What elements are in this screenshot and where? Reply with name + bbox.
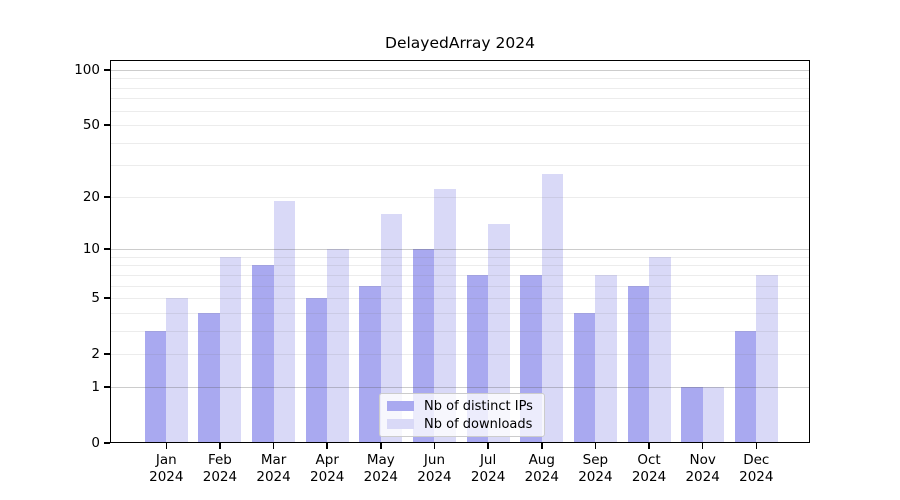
- gridline-minor: [110, 354, 810, 356]
- x-tick-label: Apr 2024: [310, 452, 345, 485]
- y-tick-label: 10: [82, 241, 100, 258]
- gridline-minor: [110, 98, 810, 100]
- bar-downloads: [756, 274, 778, 443]
- gridline-minor: [110, 110, 810, 112]
- x-tick-label: Oct 2024: [631, 452, 667, 485]
- gridline-minor: [110, 312, 810, 314]
- legend-swatch-downloads-icon: [387, 419, 414, 429]
- x-tick-mark: [326, 443, 328, 449]
- bar-downloads: [219, 256, 242, 443]
- bar-downloads: [273, 200, 296, 443]
- y-tick-label: 1: [91, 378, 100, 395]
- bar-downloads: [327, 249, 349, 443]
- y-tick-label: 50: [82, 117, 100, 134]
- x-tick-mark: [487, 443, 489, 449]
- bar-distinct-ips: [359, 285, 381, 443]
- x-tick-mark: [380, 443, 382, 449]
- y-tick-label: 0: [91, 435, 100, 451]
- x-tick-label: Sep 2024: [578, 452, 613, 485]
- x-tick-label: Nov 2024: [685, 452, 720, 485]
- x-tick-label: Dec 2024: [739, 452, 774, 485]
- bar-distinct-ips: [252, 265, 274, 443]
- bar-distinct-ips: [144, 330, 167, 443]
- bar-downloads: [488, 224, 510, 443]
- bar-distinct-ips: [681, 386, 703, 443]
- x-tick-mark: [433, 443, 436, 449]
- bar-downloads: [702, 386, 725, 443]
- legend-label-downloads: Nb of downloads: [424, 416, 533, 432]
- y-tick-mark: [104, 69, 110, 71]
- legend-item-distinct-ips: Nb of distinct IPs: [387, 399, 536, 414]
- x-tick-mark: [272, 443, 275, 449]
- bar-downloads: [434, 189, 456, 443]
- gridline-minor: [110, 196, 810, 198]
- y-tick-mark: [104, 297, 110, 299]
- bar-downloads: [166, 298, 188, 443]
- y-tick-mark: [104, 353, 110, 355]
- y-tick-label: 2: [91, 346, 100, 363]
- gridline-major: [110, 69, 810, 71]
- chart-title: DelayedArray 2024: [385, 34, 535, 52]
- bar-distinct-ips: [627, 285, 650, 443]
- x-tick-label: Jun 2024: [417, 452, 452, 485]
- y-tick-mark: [104, 386, 110, 388]
- gridline-minor: [110, 165, 810, 167]
- gridline-minor: [110, 285, 810, 287]
- legend-item-downloads: Nb of downloads: [387, 417, 536, 432]
- gridline-minor: [110, 78, 810, 80]
- gridline-minor: [110, 265, 810, 267]
- legend: Nb of distinct IPs Nb of downloads: [379, 393, 545, 437]
- gridline-major: [110, 249, 810, 251]
- x-tick-mark: [594, 443, 597, 449]
- gridline-minor: [110, 125, 810, 127]
- gridline-minor: [110, 298, 810, 300]
- x-tick-mark: [165, 443, 168, 449]
- gridline-minor: [110, 87, 810, 89]
- bar-downloads: [595, 274, 617, 443]
- x-tick-label: Aug 2024: [524, 452, 559, 485]
- bar-distinct-ips: [198, 312, 220, 443]
- gridline-major: [110, 386, 810, 388]
- gridline-minor: [110, 142, 810, 144]
- x-tick-label: Jan 2024: [149, 452, 184, 485]
- legend-swatch-distinct-ips-icon: [387, 401, 414, 411]
- x-tick-label: Jul 2024: [470, 452, 506, 485]
- gridline-minor: [110, 256, 810, 258]
- x-tick-label: May 2024: [363, 452, 399, 485]
- gridline-minor: [110, 330, 810, 332]
- plot-area: [110, 60, 810, 443]
- bar-downloads: [380, 213, 403, 443]
- y-tick-label: 20: [82, 188, 100, 205]
- bar-distinct-ips: [734, 330, 757, 443]
- x-tick-mark: [701, 443, 704, 449]
- legend-label-distinct-ips: Nb of distinct IPs: [424, 398, 533, 414]
- bar-downloads: [649, 256, 671, 443]
- gridline-minor: [110, 274, 810, 276]
- x-tick-mark: [648, 443, 650, 449]
- y-tick-label: 5: [91, 290, 100, 307]
- x-tick-mark: [219, 443, 221, 449]
- bar-distinct-ips: [305, 298, 328, 443]
- x-tick-label: Feb 2024: [202, 452, 238, 485]
- x-tick-mark: [541, 443, 543, 449]
- y-tick-mark: [104, 196, 110, 198]
- y-tick-mark: [104, 124, 110, 126]
- x-tick-label: Mar 2024: [256, 452, 291, 485]
- bar-downloads: [541, 173, 564, 443]
- y-tick-mark: [104, 442, 110, 444]
- bar-distinct-ips: [573, 312, 596, 443]
- y-tick-mark: [104, 248, 110, 250]
- y-tick-label: 100: [74, 61, 100, 78]
- x-tick-mark: [755, 443, 758, 449]
